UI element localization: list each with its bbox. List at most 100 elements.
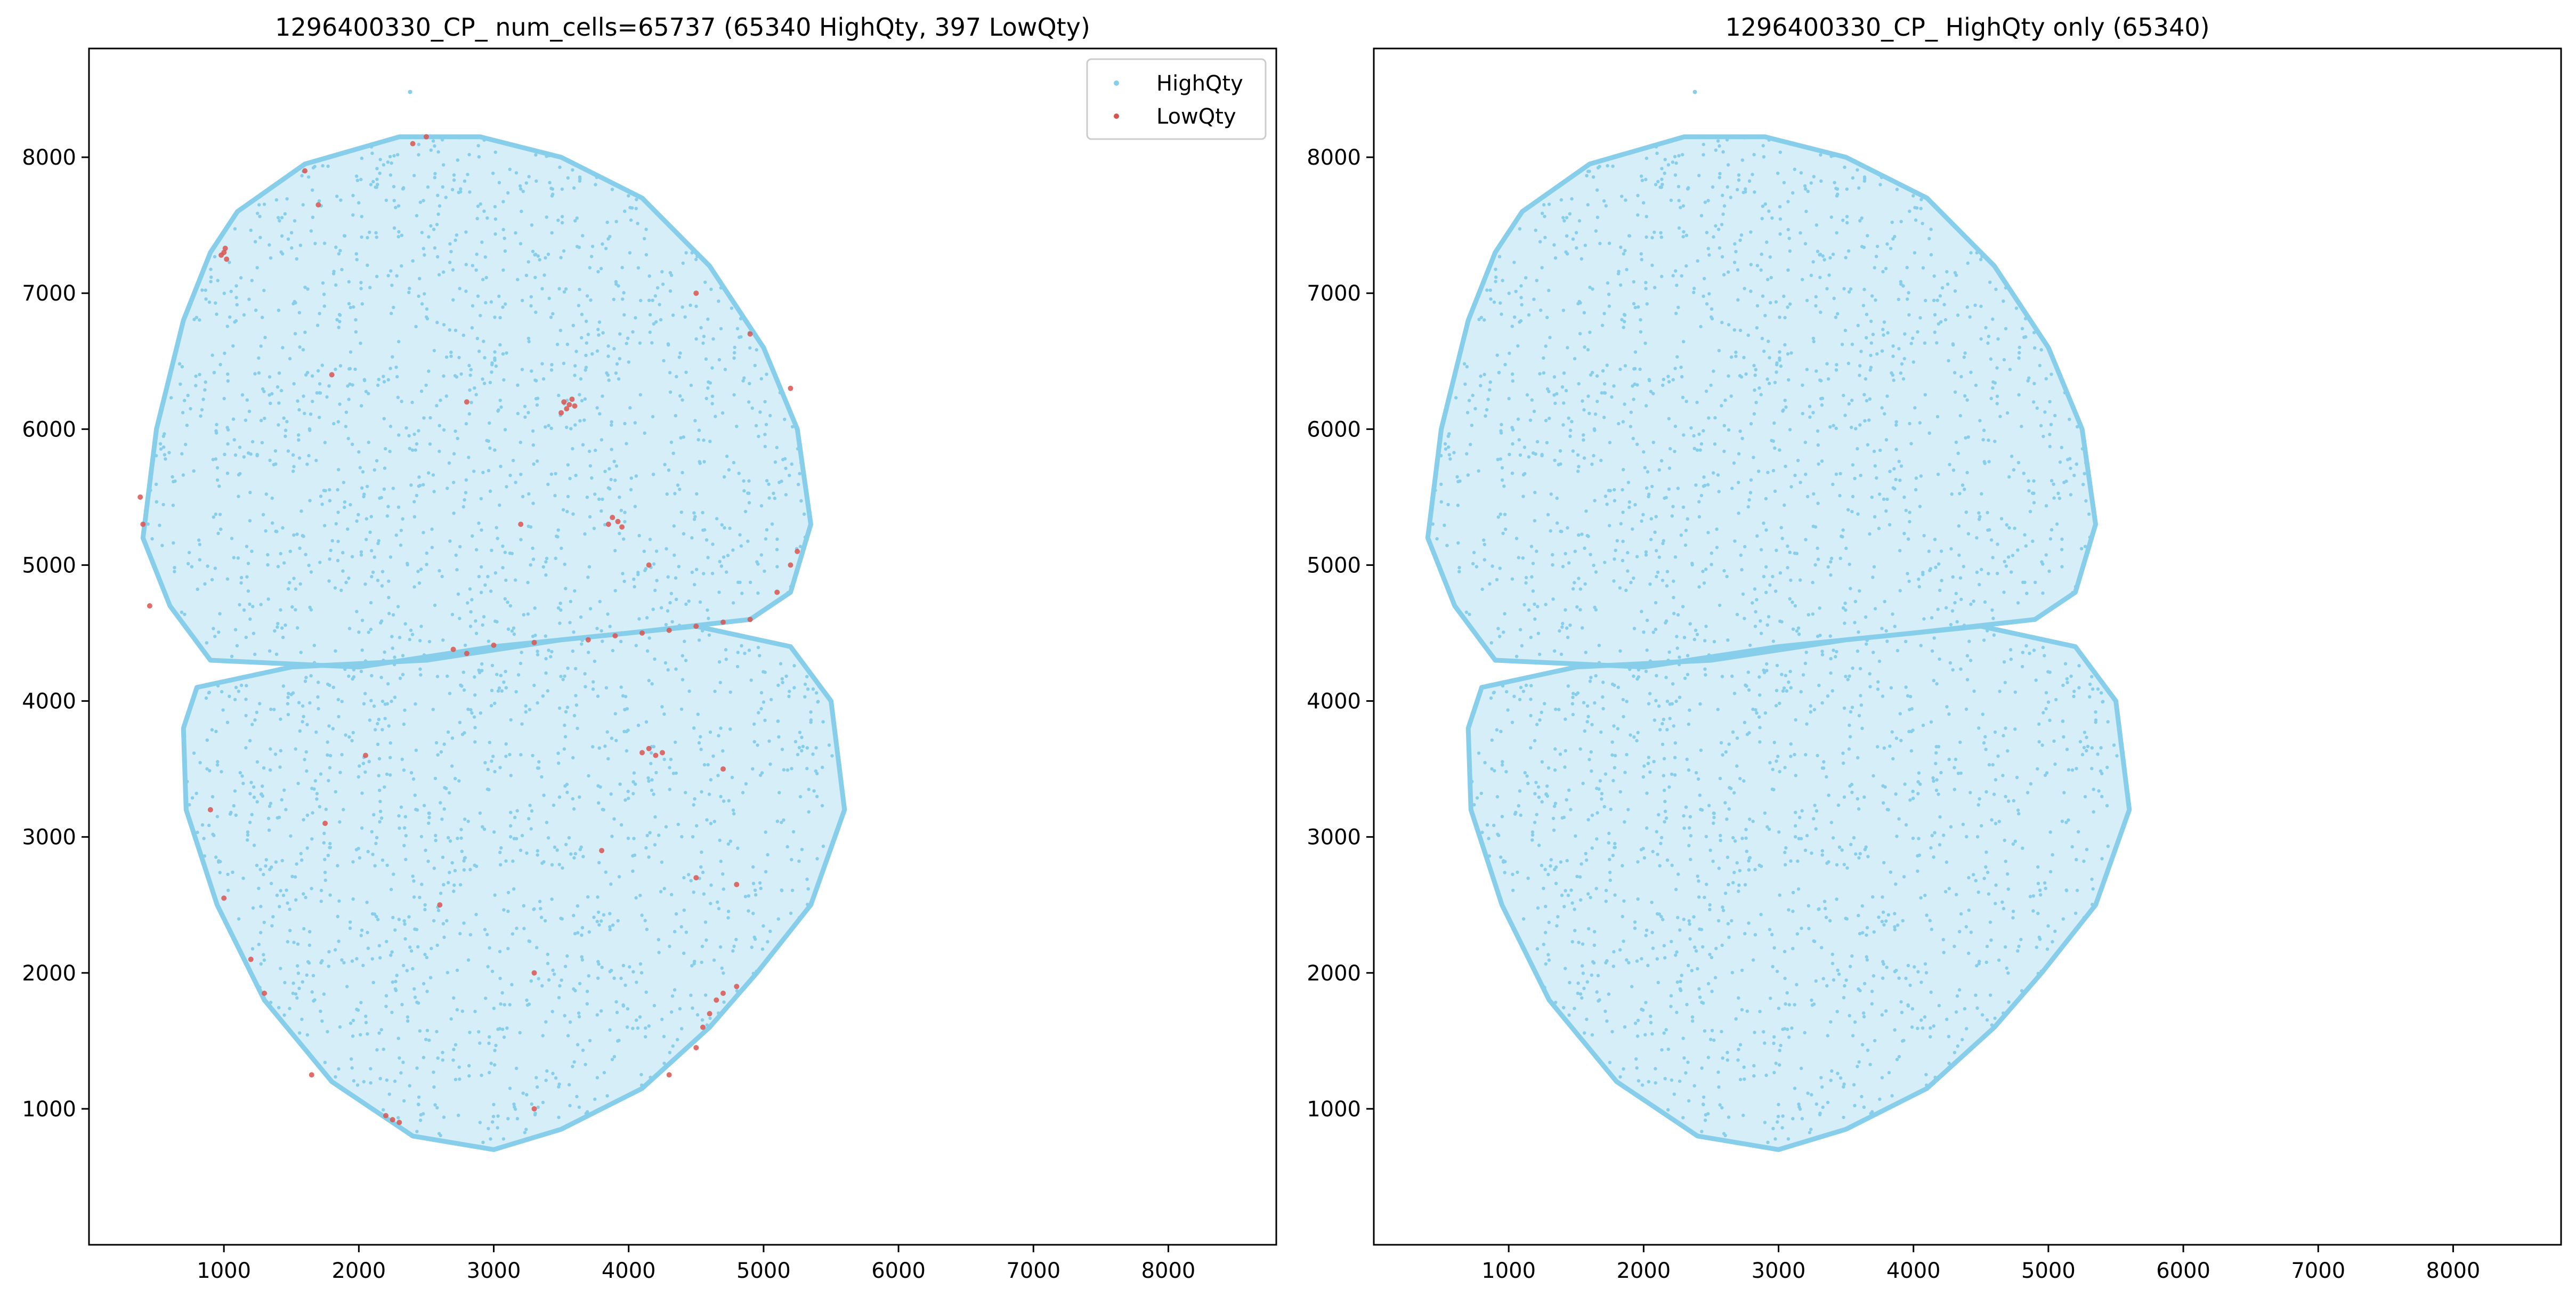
highqty-point — [1966, 532, 1971, 536]
highqty-point — [299, 852, 303, 856]
highqty-point — [498, 315, 502, 320]
highqty-point — [1775, 969, 1779, 974]
highqty-point — [805, 877, 809, 881]
highqty-point — [360, 648, 364, 652]
highqty-point — [367, 441, 370, 444]
highqty-point — [212, 627, 215, 630]
highqty-point — [437, 1132, 441, 1136]
highqty-point — [1613, 156, 1616, 159]
highqty-point — [2056, 491, 2060, 495]
highqty-point — [1695, 633, 1699, 636]
highqty-point — [463, 817, 467, 821]
highqty-point — [752, 740, 756, 744]
highqty-point — [521, 495, 525, 499]
highqty-point — [1626, 551, 1630, 555]
highqty-point — [1848, 562, 1851, 566]
highqty-point — [1564, 967, 1567, 970]
highqty-point — [663, 463, 667, 466]
highqty-point — [499, 1002, 503, 1006]
highqty-point — [538, 899, 542, 903]
highqty-point — [1591, 175, 1595, 179]
highqty-point — [204, 380, 207, 384]
highqty-point — [710, 394, 715, 398]
highqty-point — [508, 1003, 512, 1007]
highqty-point — [1975, 570, 1979, 574]
highqty-point — [1753, 625, 1757, 628]
highqty-point — [280, 216, 284, 220]
highqty-point — [1577, 382, 1581, 386]
highqty-point — [1906, 694, 1910, 698]
highqty-point — [232, 804, 236, 808]
highqty-point — [248, 519, 252, 523]
highqty-point — [1778, 571, 1783, 575]
highqty-point — [485, 933, 489, 937]
highqty-point — [742, 489, 746, 493]
highqty-point — [1890, 371, 1893, 375]
highqty-point — [1592, 453, 1595, 458]
highqty-point — [1744, 828, 1748, 831]
highqty-point — [1800, 1117, 1804, 1121]
highqty-point — [1607, 241, 1611, 245]
highqty-point — [438, 449, 441, 453]
highqty-point — [738, 335, 741, 339]
highqty-point — [270, 392, 274, 396]
highqty-point — [1778, 217, 1783, 221]
highqty-point — [2005, 523, 2008, 527]
highqty-point — [1778, 893, 1781, 897]
highqty-point — [355, 519, 359, 523]
highqty-point — [434, 833, 438, 838]
highqty-point — [481, 1140, 485, 1144]
lowqty-point — [531, 970, 537, 976]
highqty-point — [391, 613, 395, 617]
highqty-point — [1710, 307, 1714, 311]
highqty-point — [1778, 150, 1782, 154]
highqty-point — [1732, 261, 1737, 264]
highqty-point — [598, 599, 602, 604]
highqty-point — [189, 407, 192, 411]
highqty-point — [183, 399, 187, 402]
highqty-point — [1838, 556, 1842, 561]
highqty-point — [1946, 282, 1950, 286]
highqty-point — [2088, 682, 2092, 686]
highqty-point — [1870, 496, 1874, 499]
highqty-point — [719, 327, 723, 330]
highqty-point — [1803, 441, 1807, 444]
highqty-point — [662, 757, 666, 761]
highqty-point — [1878, 1097, 1882, 1101]
highqty-point — [1644, 553, 1648, 557]
highqty-point — [1503, 612, 1506, 616]
highqty-point — [1769, 301, 1772, 305]
highqty-point — [727, 468, 731, 472]
highqty-point — [303, 758, 306, 761]
highqty-point — [580, 933, 584, 937]
highqty-point — [328, 753, 333, 758]
highqty-point — [580, 642, 584, 646]
highqty-point — [363, 692, 367, 695]
highqty-point — [400, 757, 404, 761]
highqty-point — [499, 674, 503, 677]
highqty-point — [1560, 625, 1564, 629]
highqty-point — [562, 747, 566, 751]
highqty-point — [534, 1076, 538, 1080]
highqty-point — [1548, 416, 1551, 420]
highqty-point — [1499, 729, 1503, 733]
highqty-point — [428, 976, 433, 979]
highqty-point — [1633, 367, 1637, 370]
highqty-point — [519, 661, 523, 666]
legend-box — [1086, 58, 1267, 140]
highqty-point — [675, 375, 678, 378]
highqty-point — [307, 943, 312, 947]
highqty-point — [1579, 257, 1583, 261]
highqty-point — [297, 433, 301, 437]
highqty-point — [687, 599, 691, 603]
highqty-point — [291, 981, 295, 985]
highqty-point — [354, 318, 358, 322]
highqty-point — [626, 837, 630, 840]
highqty-point — [1784, 465, 1787, 468]
highqty-point — [1636, 860, 1640, 864]
highqty-point — [245, 684, 248, 687]
highqty-point — [1743, 545, 1747, 549]
highqty-point — [751, 912, 755, 915]
highqty-point — [487, 639, 491, 643]
highqty-point — [1561, 423, 1565, 427]
